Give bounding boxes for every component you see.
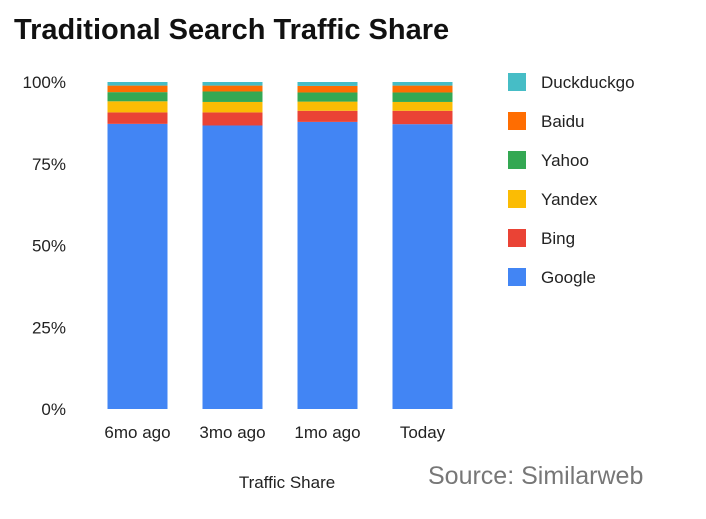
y-tick-label: 100% xyxy=(23,73,66,92)
bar-segment-yandex xyxy=(392,101,453,111)
legend-label-yandex: Yandex xyxy=(541,190,598,209)
bar-segment-baidu xyxy=(297,85,358,93)
bar-segment-yandex xyxy=(202,101,263,113)
x-tick-label: 6mo ago xyxy=(104,423,170,442)
bar-segment-bing xyxy=(202,112,263,126)
bar-segment-yahoo xyxy=(202,91,263,102)
chart-title: Traditional Search Traffic Share xyxy=(14,14,450,46)
bar-segment-yahoo xyxy=(107,92,168,102)
legend-swatch-google xyxy=(508,268,526,286)
bar-segment-yahoo xyxy=(392,92,453,102)
legend-swatch-baidu xyxy=(508,112,526,130)
bar-segment-duckduckgo xyxy=(107,82,168,86)
bar-segment-yandex xyxy=(297,101,358,111)
bar-segment-google xyxy=(392,124,453,410)
legend-label-baidu: Baidu xyxy=(541,112,584,131)
x-tick-label: 1mo ago xyxy=(294,423,360,442)
bar-segment-baidu xyxy=(202,85,263,92)
y-tick-label: 25% xyxy=(32,318,66,337)
bar-segment-duckduckgo xyxy=(297,82,358,86)
bar-segment-bing xyxy=(392,110,453,125)
legend-label-yahoo: Yahoo xyxy=(541,151,589,170)
legend-swatch-yandex xyxy=(508,190,526,208)
bar-segment-google xyxy=(202,125,263,409)
bar-segment-yahoo xyxy=(297,92,358,102)
legend-label-bing: Bing xyxy=(541,229,575,248)
legend-swatch-bing xyxy=(508,229,526,247)
bar-segment-bing xyxy=(297,110,358,122)
x-tick-label: 3mo ago xyxy=(199,423,265,442)
bar-segment-google xyxy=(297,121,358,410)
source-credit: Source: Similarweb xyxy=(428,462,644,490)
y-tick-label: 75% xyxy=(32,155,66,174)
bar-segment-duckduckgo xyxy=(392,82,453,86)
bar-segment-yandex xyxy=(107,101,168,113)
bar-segment-baidu xyxy=(107,85,168,93)
bar-segment-bing xyxy=(107,112,168,124)
legend-label-duckduckgo: Duckduckgo xyxy=(541,73,635,92)
legend-swatch-duckduckgo xyxy=(508,73,526,91)
y-tick-label: 0% xyxy=(41,400,66,419)
x-axis-title: Traffic Share xyxy=(239,473,335,492)
bar-segment-google xyxy=(107,123,168,409)
legend-swatch-yahoo xyxy=(508,151,526,169)
bar-segment-duckduckgo xyxy=(202,82,263,86)
x-tick-label: Today xyxy=(400,423,446,442)
legend-label-google: Google xyxy=(541,268,596,287)
bar-segment-baidu xyxy=(392,85,453,93)
y-tick-label: 50% xyxy=(32,237,66,256)
